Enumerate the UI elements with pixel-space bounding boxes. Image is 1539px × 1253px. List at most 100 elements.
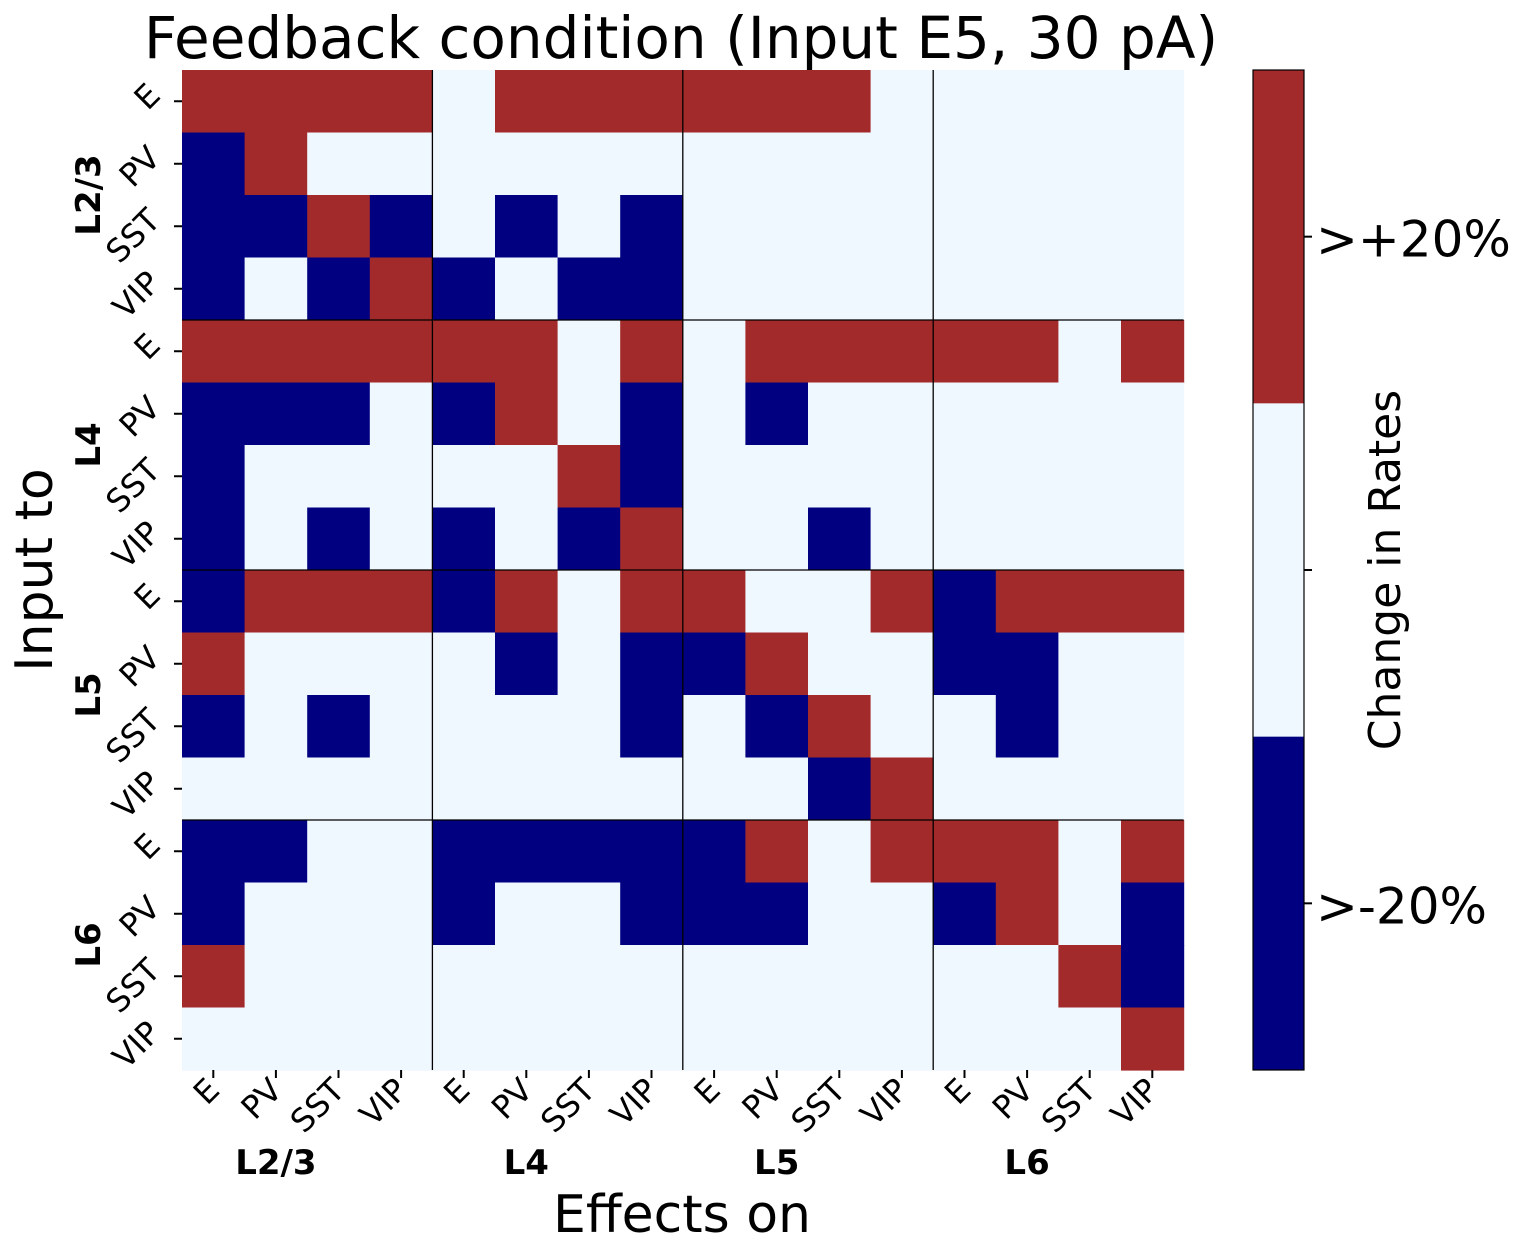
heatmap-cell bbox=[1121, 757, 1185, 821]
heatmap-cell bbox=[432, 882, 496, 946]
heatmap-cell bbox=[995, 132, 1059, 196]
heatmap-cell bbox=[244, 195, 308, 259]
heatmap-cell bbox=[682, 695, 746, 759]
heatmap-cell bbox=[808, 320, 872, 384]
heatmap-cell bbox=[1058, 757, 1122, 821]
heatmap-cell bbox=[1121, 445, 1185, 509]
heatmap-cell bbox=[557, 507, 621, 571]
heatmap-cell bbox=[933, 70, 997, 134]
x-tick-label: PV bbox=[734, 1071, 790, 1127]
heatmap-cell bbox=[682, 507, 746, 571]
y-layer-labels: L2/3 L4 L5 L6 bbox=[69, 154, 109, 967]
heatmap-cell bbox=[432, 695, 496, 759]
x-tick-label: VIP bbox=[352, 1071, 415, 1134]
heatmap-cell bbox=[432, 632, 496, 696]
heatmap-cell bbox=[369, 132, 433, 196]
heatmap-cell bbox=[682, 195, 746, 259]
x-tick-label: E bbox=[186, 1071, 227, 1112]
x-tick-label: SST bbox=[1034, 1070, 1104, 1140]
heatmap-cell bbox=[182, 132, 246, 196]
heatmap-cell bbox=[933, 132, 997, 196]
layer-dividers bbox=[182, 70, 1184, 1070]
heatmap-cell bbox=[557, 820, 621, 884]
x-axis-label: Effects on bbox=[553, 1185, 811, 1245]
heatmap-cell bbox=[620, 820, 684, 884]
heatmap-cell bbox=[870, 570, 934, 634]
heatmap-cell bbox=[307, 195, 371, 259]
heatmap-cell bbox=[933, 320, 997, 384]
heatmap-cell bbox=[995, 820, 1059, 884]
heatmap-cell bbox=[182, 570, 246, 634]
heatmap-cell bbox=[182, 320, 246, 384]
heatmap-cell bbox=[1121, 257, 1185, 321]
x-layer-labels: L2/3 L4 L5 L6 bbox=[235, 1143, 1050, 1183]
heatmap-cell bbox=[244, 570, 308, 634]
heatmap-cell bbox=[870, 257, 934, 321]
heatmap-cell bbox=[1121, 945, 1185, 1009]
x-tick-label: PV bbox=[985, 1071, 1041, 1127]
heatmap-cell bbox=[1058, 257, 1122, 321]
heatmap-cell bbox=[307, 132, 371, 196]
heatmap-cell bbox=[620, 945, 684, 1009]
heatmap-cell bbox=[620, 132, 684, 196]
heatmap-cell bbox=[620, 757, 684, 821]
heatmap-cell bbox=[1121, 820, 1185, 884]
heatmap-cell bbox=[244, 132, 308, 196]
heatmap-cell bbox=[995, 320, 1059, 384]
heatmap-cell bbox=[745, 507, 809, 571]
heatmap-cell bbox=[808, 507, 872, 571]
heatmap-cell bbox=[745, 632, 809, 696]
heatmap-cell bbox=[432, 507, 496, 571]
heatmap-cell bbox=[682, 757, 746, 821]
x-tick-label: E bbox=[687, 1071, 728, 1112]
heatmap-cell bbox=[870, 820, 934, 884]
heatmap-cell bbox=[620, 382, 684, 446]
heatmap-cell bbox=[432, 320, 496, 384]
y-layer-label: L5 bbox=[69, 672, 109, 717]
y-tick-label: PV bbox=[112, 888, 168, 944]
heatmap-cell bbox=[1121, 132, 1185, 196]
heatmap-cell bbox=[557, 445, 621, 509]
heatmap-cell bbox=[557, 320, 621, 384]
heatmap-cell bbox=[244, 695, 308, 759]
heatmap-cell bbox=[745, 820, 809, 884]
y-tick-label: PV bbox=[112, 638, 168, 694]
heatmap-cell bbox=[995, 757, 1059, 821]
heatmap-cell bbox=[682, 632, 746, 696]
heatmap-cell bbox=[808, 132, 872, 196]
heatmap-cell bbox=[1058, 132, 1122, 196]
heatmap-cell bbox=[745, 882, 809, 946]
heatmap-cell bbox=[620, 195, 684, 259]
heatmap-cell bbox=[995, 570, 1059, 634]
heatmap-cell bbox=[933, 695, 997, 759]
heatmap-cell bbox=[307, 820, 371, 884]
heatmap-cell bbox=[745, 320, 809, 384]
heatmap-cell bbox=[244, 382, 308, 446]
y-tick-label: VIP bbox=[105, 764, 168, 827]
heatmap-cell bbox=[870, 195, 934, 259]
heatmap-cell bbox=[870, 382, 934, 446]
heatmap-cell bbox=[995, 257, 1059, 321]
heatmap-cell bbox=[307, 1007, 371, 1071]
heatmap-cell bbox=[995, 507, 1059, 571]
colorbar-tick-label: >-20% bbox=[1316, 877, 1487, 935]
colorbar-segment bbox=[1253, 736, 1304, 1071]
heatmap-cell bbox=[1121, 632, 1185, 696]
heatmap-cell bbox=[808, 632, 872, 696]
x-layer-label: L2/3 bbox=[235, 1143, 316, 1183]
heatmap-cell bbox=[933, 820, 997, 884]
colorbar-label: Change in Rates bbox=[1360, 390, 1411, 750]
heatmap-cell bbox=[682, 445, 746, 509]
heatmap-cell bbox=[307, 320, 371, 384]
heatmap-cell bbox=[1058, 632, 1122, 696]
heatmap-cell bbox=[933, 632, 997, 696]
heatmap-cell bbox=[495, 257, 559, 321]
heatmap-cell bbox=[995, 945, 1059, 1009]
heatmap-cell bbox=[808, 70, 872, 134]
heatmap-cell bbox=[369, 195, 433, 259]
heatmap-cell bbox=[1058, 195, 1122, 259]
heatmap-cell bbox=[620, 507, 684, 571]
heatmap-cell bbox=[432, 70, 496, 134]
heatmap-cell bbox=[432, 132, 496, 196]
